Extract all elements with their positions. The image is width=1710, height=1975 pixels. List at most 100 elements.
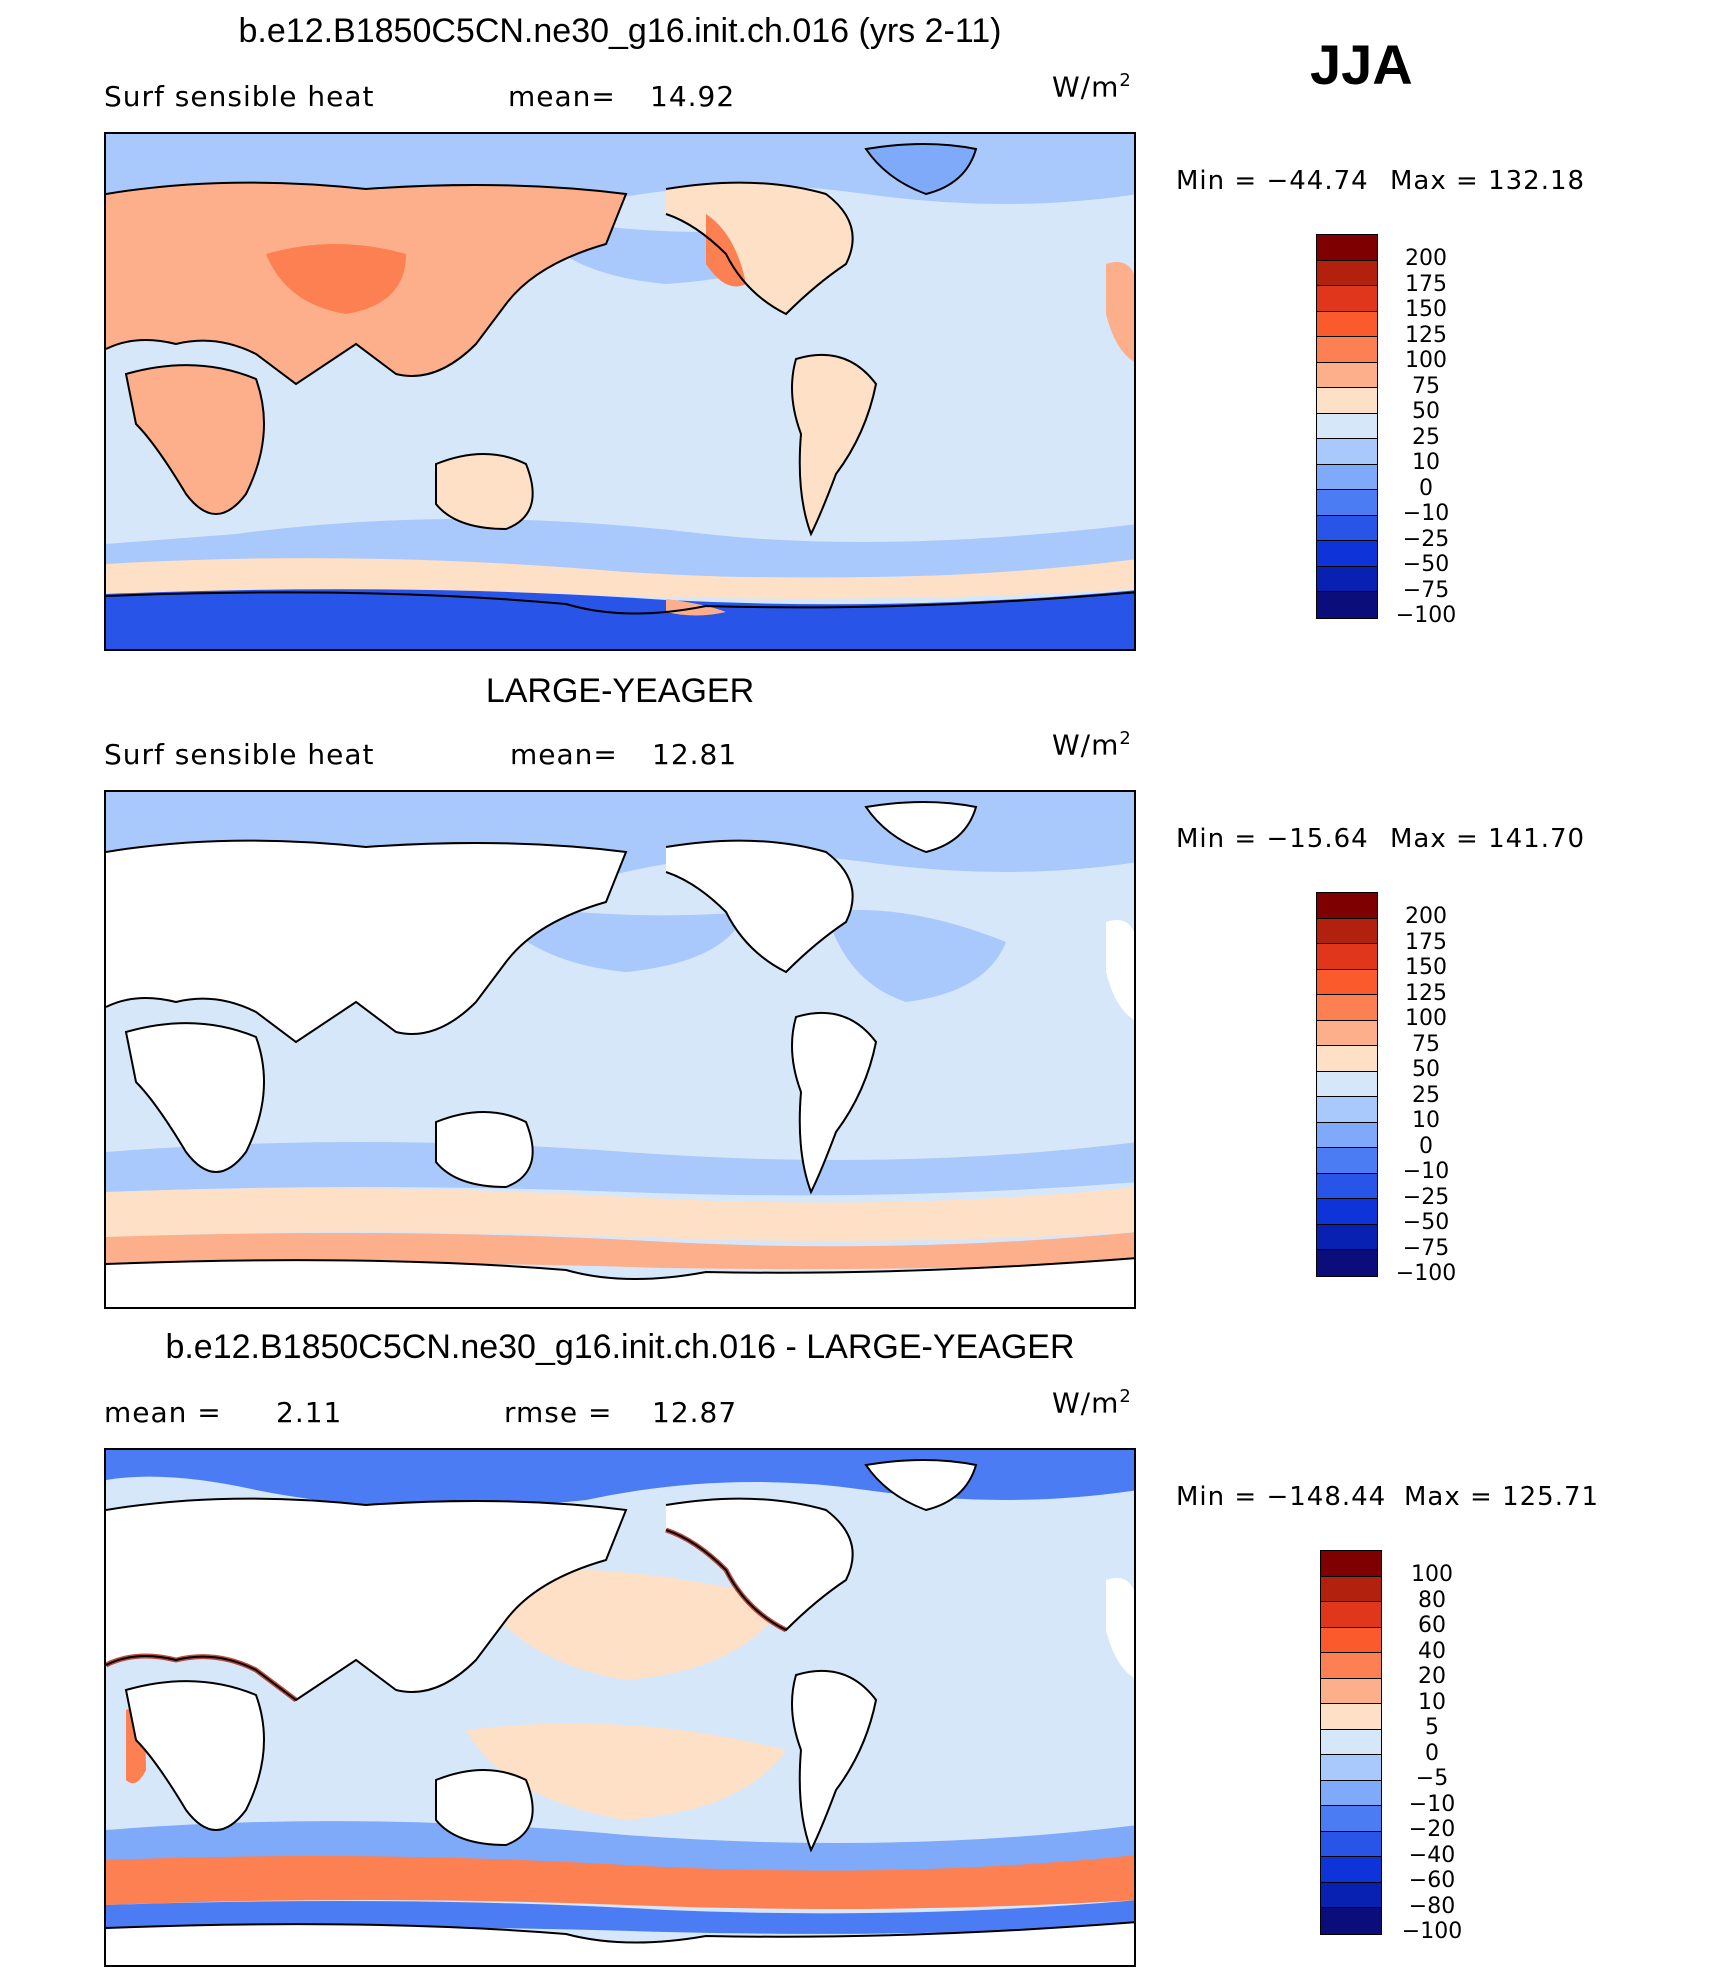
colorbar-swatch [1317,944,1377,970]
west-africa-edge [1106,262,1134,362]
colorbar-swatch [1317,918,1377,944]
colorbar-label: −75 [1402,577,1450,603]
panel-3-min: Min = −148.44 [1176,1482,1387,1512]
panel-1-variable-label: Surf sensible heat [104,80,375,113]
australia-mask [436,1770,533,1845]
colorbar-swatch [1321,1882,1381,1908]
central-asia-hot [266,244,406,314]
panel-1-mean-value: 14.92 [650,80,736,113]
colorbar-label: 80 [1418,1587,1446,1613]
colorbar-swatch [1317,235,1377,261]
colorbar-label: 60 [1418,1613,1446,1638]
colorbar-label: 10 [1418,1689,1446,1715]
colorbar-label: 100 [1405,348,1447,373]
panel-1-units: W/m2 [1052,70,1132,104]
colorbar-swatch [1317,515,1377,541]
southern-ocean-band [106,1142,1134,1196]
panel-1-mean-label: mean= [508,80,616,113]
panel-1-colorbar [1316,234,1378,619]
panel-2-mean-value: 12.81 [652,738,738,771]
africa-mask [126,1681,264,1830]
panel-3-title: b.e12.B1850C5CN.ne30_g16.init.ch.016 - L… [165,1328,1075,1366]
colorbar-swatch [1317,1046,1377,1072]
colorbar-swatch [1321,1653,1381,1679]
southern-warm-band [106,1855,1134,1909]
panel-2-mean-label: mean= [510,738,618,771]
southern-warm-band [106,558,1134,599]
colorbar-label: 175 [1405,271,1447,297]
colorbar-swatch [1321,1627,1381,1653]
north-america-mask [666,840,853,972]
colorbar-swatch [1321,1857,1381,1883]
colorbar-swatch [1321,1602,1381,1628]
coastlines [106,801,1134,1280]
colorbar-swatch [1321,1755,1381,1781]
antarctic-band [106,589,1134,649]
colorbar-swatch [1321,1678,1381,1704]
west-africa-mask [1106,920,1134,1020]
panel-2-min: Min = −15.64 [1176,824,1369,854]
panel-3-map [104,1448,1136,1967]
colorbar-swatch [1317,893,1377,919]
colorbar-swatch [1317,541,1377,567]
colorbar-label: 100 [1405,1006,1447,1031]
colorbar-label: 10 [1412,1108,1440,1133]
colorbar-label: 0 [1425,1740,1439,1766]
colorbar-label: −25 [1402,526,1450,552]
colorbar-swatch [1317,1250,1377,1276]
north-america-land [666,182,853,314]
colorbar-swatch [1317,286,1377,312]
colorbar-swatch [1321,1908,1381,1934]
africa-land [126,365,264,514]
colorbar-label: −10 [1402,1159,1450,1184]
colorbar-label: 150 [1405,297,1447,322]
australia-mask [436,1112,533,1187]
panel-2-variable-label: Surf sensible heat [104,738,375,771]
greenland-mask [866,802,976,852]
colorbar-label: 175 [1405,929,1447,955]
greenland-mask [866,1460,976,1510]
eurasia-mask [106,1498,626,1700]
colorbar-swatch [1317,566,1377,592]
colorbar-label: 5 [1425,1715,1439,1740]
colorbar-swatch [1317,995,1377,1021]
antarctica-mask [106,1258,1134,1307]
coastlines [106,1459,1134,1944]
colorbar-label: 75 [1412,1031,1440,1057]
colorbar-label: 75 [1412,373,1440,399]
colorbar-label: −5 [1415,1766,1449,1791]
colorbar-swatch [1317,490,1377,516]
panel-2-max: Max = 141.70 [1390,824,1586,854]
colorbar-swatch [1317,1199,1377,1225]
greenland [866,144,976,194]
north-america-mask [666,1498,853,1630]
south-pacific-warm [466,1723,786,1820]
colorbar-label: −100 [1395,1261,1457,1286]
colorbar-label: −20 [1408,1817,1456,1842]
colorbar-swatch [1317,439,1377,465]
colorbar-label: −100 [1401,1919,1463,1944]
colorbar-label: 150 [1405,955,1447,980]
colorbar-swatch [1317,1122,1377,1148]
coastlines [106,143,1134,615]
colorbar-label: 0 [1419,475,1433,501]
colorbar-label: 25 [1412,424,1440,450]
colorbar-label: −50 [1402,552,1450,577]
antarctica-mask [106,1922,1134,1965]
colorbar-label: 25 [1412,1082,1440,1108]
colorbar-swatch [1317,1173,1377,1199]
colorbar-swatch [1321,1551,1381,1577]
colorbar-swatch [1317,1224,1377,1250]
colorbar-label: −10 [1402,501,1450,526]
colorbar-label: 200 [1405,904,1447,929]
colorbar-label: −10 [1408,1791,1456,1817]
panel-3-units: W/m2 [1052,1386,1132,1420]
colorbar-swatch [1317,311,1377,337]
panel-3-rmse-label: rmse = [504,1396,613,1429]
colorbar-swatch [1317,1097,1377,1123]
colorbar-label: −100 [1395,603,1457,628]
colorbar-swatch [1317,1148,1377,1174]
colorbar-label: 50 [1412,1057,1440,1082]
panel-1-map-svg [106,134,1134,649]
colorbar-swatch [1321,1729,1381,1755]
